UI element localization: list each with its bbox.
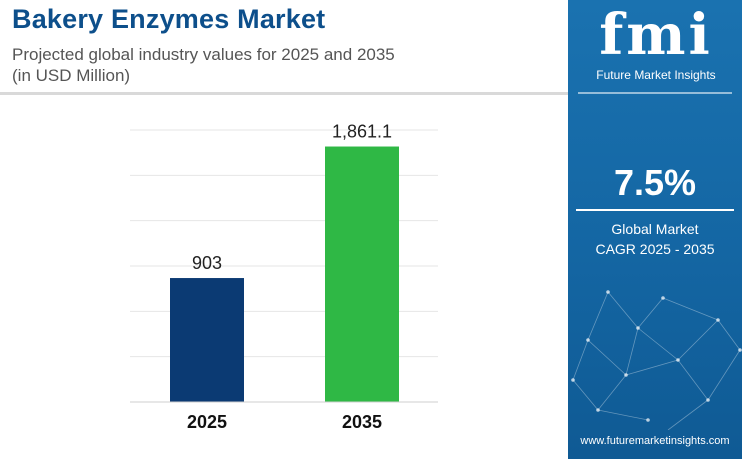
network-decoration bbox=[571, 290, 742, 430]
bar-chart: 903 2025 1,861.1 2035 bbox=[130, 122, 438, 432]
bar-2035 bbox=[325, 146, 399, 402]
x-tick-label-2025: 2025 bbox=[187, 412, 227, 432]
cagr-label-line-1: Global Market bbox=[611, 221, 699, 237]
subtitle-line-1: Projected global industry values for 202… bbox=[12, 45, 395, 64]
data-label-2025: 903 bbox=[192, 253, 222, 273]
website-url: www.futuremarketinsights.com bbox=[580, 435, 730, 447]
cagr-value: 7.5% bbox=[613, 162, 697, 203]
cagr-label: Global Market CAGR 2025 - 2035 bbox=[568, 219, 742, 259]
chart-subtitle: Projected global industry values for 202… bbox=[12, 44, 395, 86]
logo-tagline: Future Market Insights bbox=[596, 68, 716, 82]
cagr-label-line-2: CAGR 2025 - 2035 bbox=[595, 241, 715, 257]
bar-2025 bbox=[170, 278, 244, 402]
subtitle-line-2: (in USD Million) bbox=[12, 66, 131, 85]
logo-wordmark: fmi bbox=[599, 2, 713, 68]
sidebar-divider bbox=[578, 92, 732, 94]
sidebar: fmi Future Market Insights 7.5% Global M… bbox=[568, 0, 742, 459]
chart-title: Bakery Enzymes Market bbox=[12, 4, 326, 34]
header-divider bbox=[0, 92, 568, 95]
chart-panel: Bakery Enzymes Market Projected global i… bbox=[0, 4, 568, 432]
cagr-underline bbox=[576, 209, 734, 211]
x-tick-label-2035: 2035 bbox=[342, 412, 382, 432]
data-label-2035: 1,861.1 bbox=[332, 122, 392, 142]
fmi-logo: fmi Future Market Insights bbox=[578, 6, 734, 86]
